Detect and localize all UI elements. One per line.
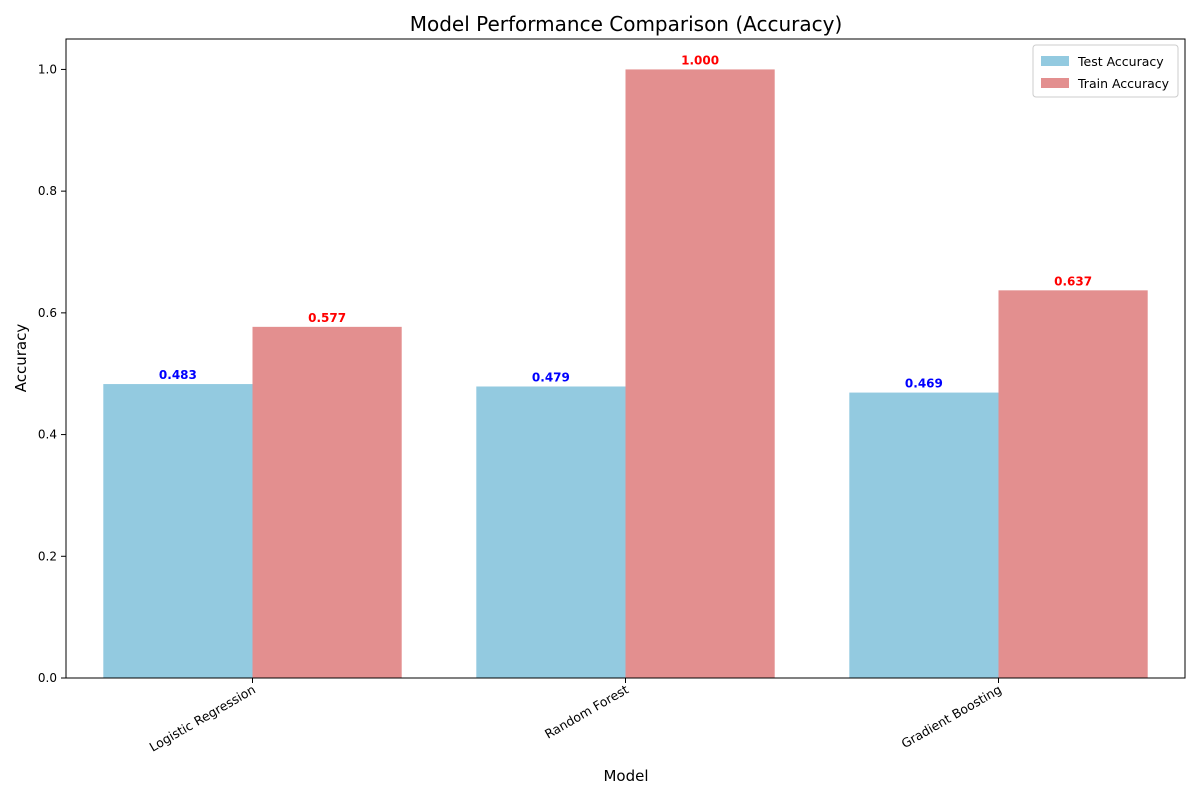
legend-swatch-test	[1041, 56, 1069, 66]
legend-box	[1032, 44, 1179, 98]
y-tick-label: 0.6	[38, 306, 57, 320]
y-tick-label: 0.4	[38, 428, 57, 442]
legend-label-train: Train Accuracy	[1077, 76, 1170, 91]
legend: Test Accuracy Train Accuracy	[1032, 44, 1179, 98]
y-tick-label: 1.0	[38, 62, 57, 76]
y-axis-label: Accuracy	[12, 324, 30, 393]
y-tick-label: 0.8	[38, 184, 57, 198]
bars-layer	[103, 69, 1148, 679]
bar-test-2	[849, 392, 999, 678]
bar-test-1	[476, 386, 626, 678]
legend-label-test: Test Accuracy	[1077, 54, 1164, 69]
data-label-train-0: 0.577	[308, 311, 346, 325]
data-labels-layer: 0.483 0.577 0.479 1.000 0.469 0.637	[159, 53, 1092, 390]
bar-train-0	[252, 326, 402, 678]
data-label-train-1: 1.000	[681, 53, 719, 67]
y-tick-label: 0.2	[38, 549, 57, 563]
bar-train-2	[998, 290, 1148, 678]
legend-swatch-train	[1041, 78, 1069, 88]
x-axis-label: Model	[603, 767, 648, 785]
bar-train-1	[625, 69, 775, 679]
y-tick-label: 0.0	[38, 671, 57, 685]
x-tick-label-1: Random Forest	[542, 682, 631, 742]
x-tick-label-0: Logistic Regression	[147, 682, 258, 755]
data-label-test-2: 0.469	[905, 377, 943, 391]
data-label-train-2: 0.637	[1054, 274, 1092, 288]
bar-test-0	[103, 384, 253, 678]
x-tick-label-2: Gradient Boosting	[899, 682, 1004, 751]
data-label-test-1: 0.479	[532, 370, 570, 384]
data-label-test-0: 0.483	[159, 368, 197, 382]
chart-title: Model Performance Comparison (Accuracy)	[410, 12, 843, 36]
